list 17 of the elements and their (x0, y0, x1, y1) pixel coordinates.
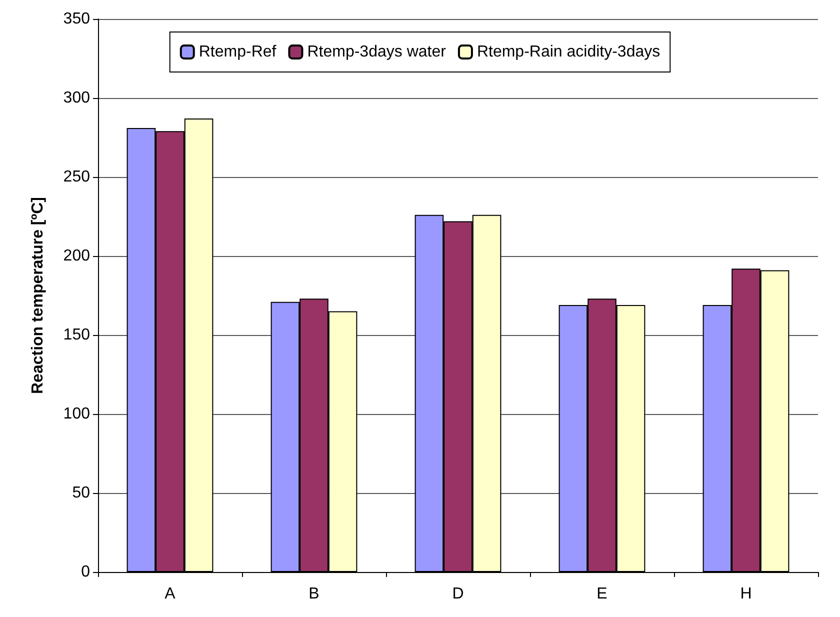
y-tick-label: 250 (63, 168, 90, 186)
y-tick-label: 50 (72, 484, 90, 502)
y-tick-label: 150 (63, 326, 90, 344)
legend-label: Rtemp-Rain acidity-3days (476, 44, 660, 60)
x-tick-label: E (596, 586, 608, 602)
y-tick-label: 350 (63, 10, 90, 28)
x-tick-label: A (164, 586, 176, 602)
x-tick-label: D (452, 586, 464, 602)
y-tick-label: 200 (63, 248, 90, 264)
legend-label: Rtemp-3days water (307, 44, 447, 60)
legend-label: Rtemp-Ref (198, 44, 277, 60)
y-tick-label: 0 (81, 564, 90, 580)
y-axis-title: Reaction temperature [ºC] (30, 197, 46, 394)
x-tick-label: B (308, 586, 320, 602)
y-tick-label: 100 (63, 406, 90, 422)
y-tick-label: 300 (63, 90, 90, 106)
x-tick-label: H (740, 586, 752, 602)
